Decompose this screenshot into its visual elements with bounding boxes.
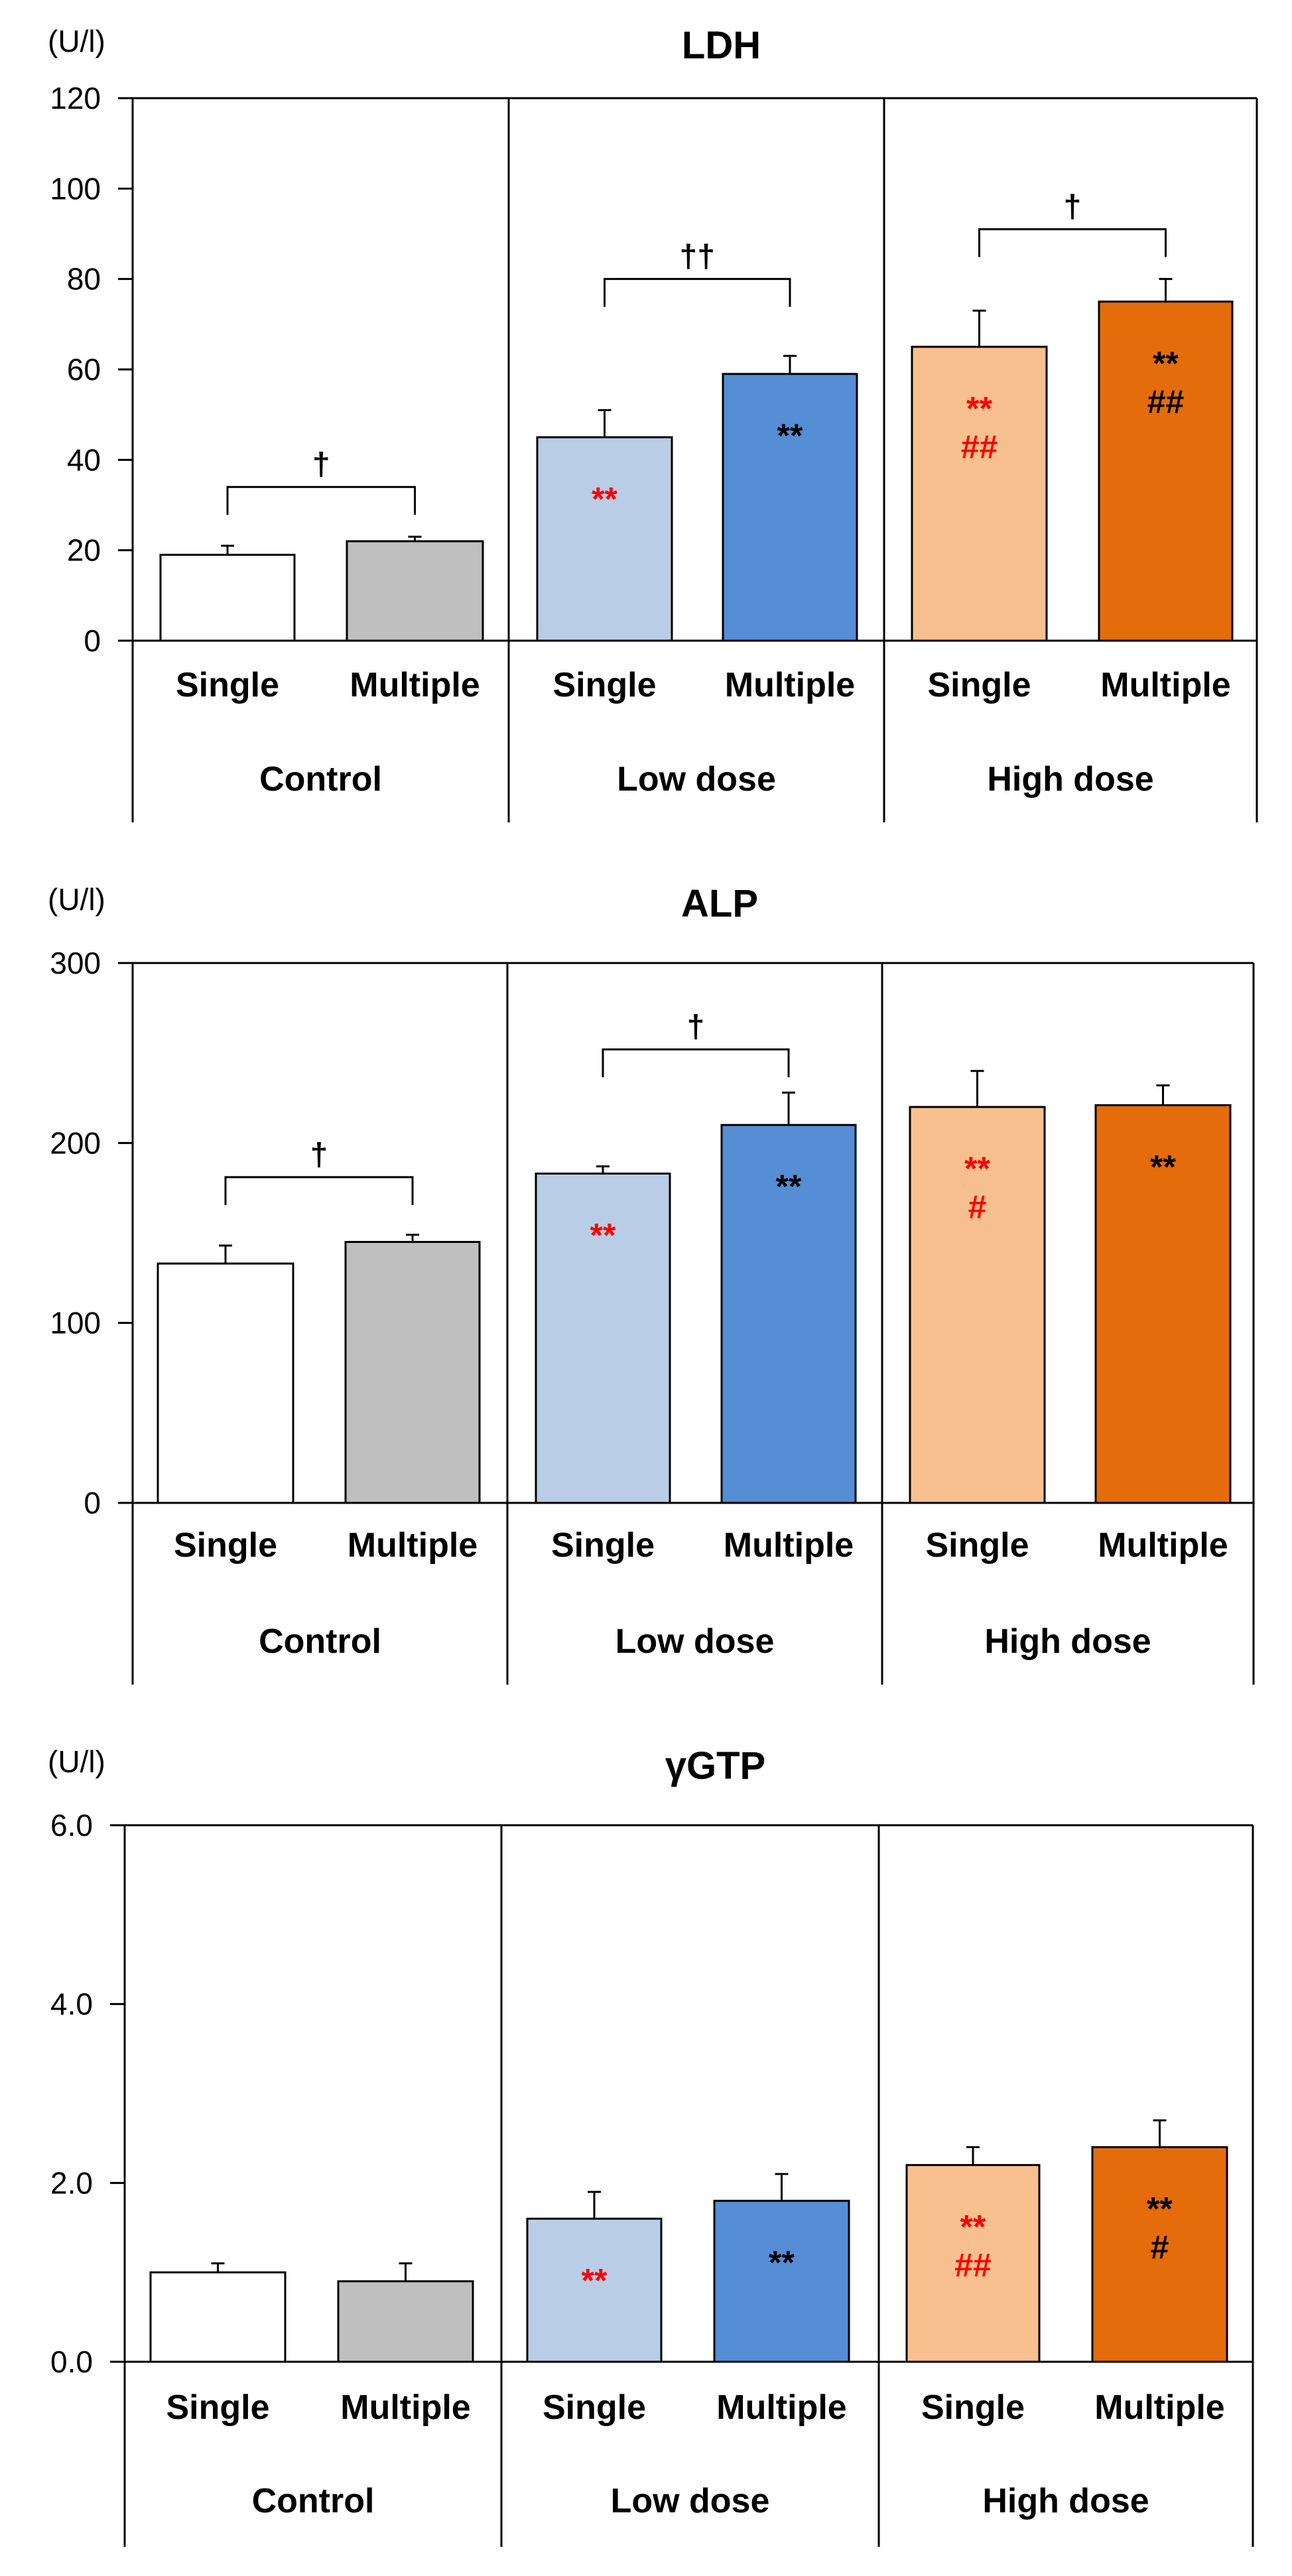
category-label: Single	[921, 2388, 1025, 2427]
bar-high-dose-multiple	[1094, 1104, 1232, 1504]
y-tick-label: 200	[50, 1126, 101, 1160]
chart-title: ALP	[681, 882, 758, 925]
bar-low-dose-single	[526, 2217, 663, 2363]
comparison-dagger-label: †	[312, 447, 330, 482]
ggtp-chart: (U/l) γGTP 0.0 2.0 4.0 6.0 Single Multiple Singl…	[48, 1744, 1254, 2547]
group-label-high-dose: High dose	[982, 2482, 1149, 2520]
significance-marker: ##	[1147, 383, 1185, 420]
category-label: Multiple	[724, 1526, 854, 1565]
comparison-dagger-label: †	[1064, 190, 1082, 225]
group-label-control: Control	[259, 1622, 381, 1661]
comparison-dagger-label: †	[687, 1009, 705, 1045]
significance-marker: **	[964, 1150, 990, 1187]
y-tick-label: 300	[50, 946, 101, 980]
category-label: Multiple	[348, 1526, 478, 1565]
significance-marker: **	[960, 2208, 986, 2245]
group-label-high-dose: High dose	[984, 1622, 1151, 1661]
ggtp-chart-panel: (U/l) γGTP 0.0 2.0 4.0 6.0 Single Multiple Singl…	[0, 1718, 1292, 2576]
ldh-chart-panel: (U/l) LDH 0 20 40 60 80 100 120 Single Multiple Sin…	[0, 0, 1292, 856]
y-tick-label: 60	[67, 352, 101, 387]
category-label: Single	[176, 666, 279, 704]
chart-title: γGTP	[665, 1744, 766, 1787]
bar-high-dose-single	[909, 1106, 1046, 1504]
significance-marker: ##	[961, 428, 998, 466]
ldh-chart: (U/l) LDH 0 20 40 60 80 100 120 Single Multiple Sin…	[48, 24, 1258, 822]
bar-high-dose-single	[905, 2163, 1041, 2363]
group-label-low-dose: Low dose	[611, 2482, 770, 2520]
y-unit-label: (U/l)	[48, 1744, 105, 1779]
y-tick-label: 40	[67, 442, 101, 477]
group-label-control: Control	[252, 2482, 375, 2520]
category-label: Multiple	[350, 666, 480, 704]
category-label: Single	[551, 1526, 655, 1565]
category-label: Single	[174, 1526, 277, 1565]
y-tick-label: 120	[50, 81, 101, 115]
category-label: Multiple	[1094, 2388, 1224, 2427]
significance-marker: **	[966, 390, 992, 427]
bar-low-dose-single	[535, 1172, 671, 1504]
category-label: Multiple	[716, 2388, 846, 2427]
bar-control-single	[149, 2271, 287, 2363]
comparison-dagger-label: ††	[680, 239, 715, 275]
group-label-low-dose: Low dose	[615, 1622, 775, 1661]
y-tick-label: 6.0	[50, 1808, 93, 1842]
significance-marker: **	[1147, 2190, 1173, 2227]
y-tick-label: 2.0	[50, 2165, 93, 2200]
significance-marker: #	[968, 1189, 987, 1226]
comparison-bracket	[978, 228, 1167, 257]
significance-marker: **	[1150, 1148, 1176, 1185]
comparison-bracket	[602, 1048, 790, 1078]
y-tick-label: 100	[50, 1306, 101, 1340]
significance-marker: **	[776, 1168, 802, 1205]
category-label: Multiple	[725, 666, 855, 704]
bar-control-multiple	[346, 540, 484, 642]
significance-marker: **	[1153, 345, 1179, 382]
group-label-control: Control	[259, 760, 382, 799]
significance-marker: **	[769, 2244, 795, 2281]
category-label: Single	[166, 2388, 269, 2427]
bar-low-dose-multiple	[720, 1124, 857, 1504]
category-label: Single	[552, 666, 656, 704]
bar-control-multiple	[344, 1241, 481, 1504]
y-tick-label: 100	[50, 171, 101, 206]
category-label: Multiple	[1100, 666, 1230, 704]
comparison-dagger-label: †	[310, 1137, 328, 1173]
chart-title: LDH	[682, 24, 761, 67]
y-tick-label: 80	[67, 262, 101, 296]
bar-control-single	[157, 1262, 294, 1504]
comparison-bracket	[226, 485, 416, 515]
bar-high-dose-multiple	[1091, 2146, 1228, 2363]
significance-marker: ##	[954, 2246, 992, 2284]
significance-marker: **	[777, 417, 803, 454]
y-unit-label: (U/l)	[48, 882, 105, 917]
bar-low-dose-multiple	[722, 373, 858, 642]
bar-control-single	[159, 553, 296, 642]
y-tick-label: 0.0	[50, 2345, 93, 2379]
y-tick-label: 0	[84, 623, 101, 658]
significance-marker: **	[590, 1216, 616, 1254]
group-label-high-dose: High dose	[987, 760, 1153, 799]
comparison-bracket	[604, 278, 791, 307]
bar-low-dose-single	[536, 436, 673, 642]
y-tick-label: 0	[84, 1486, 101, 1520]
alp-chart: (U/l) ALP 0 100 200 300 Single Multiple Single Mu…	[48, 882, 1255, 1685]
bar-low-dose-multiple	[713, 2199, 850, 2363]
comparison-bracket	[224, 1176, 414, 1205]
category-label: Single	[543, 2388, 646, 2427]
y-unit-label: (U/l)	[48, 24, 105, 58]
significance-marker: **	[582, 2262, 608, 2299]
alp-chart-panel: (U/l) ALP 0 100 200 300 Single Multiple Single Mu…	[0, 856, 1292, 1718]
category-label: Single	[925, 1526, 1029, 1565]
category-label: Multiple	[1098, 1526, 1228, 1565]
bar-high-dose-multiple	[1098, 300, 1234, 642]
significance-marker: **	[592, 480, 617, 517]
category-label: Multiple	[340, 2388, 470, 2427]
y-tick-label: 20	[67, 533, 101, 568]
bar-control-multiple	[337, 2280, 474, 2363]
y-tick-label: 4.0	[50, 1987, 93, 2022]
bar-high-dose-single	[911, 346, 1048, 642]
significance-marker: #	[1151, 2228, 1169, 2266]
category-label: Single	[927, 666, 1031, 704]
group-label-low-dose: Low dose	[617, 760, 776, 799]
